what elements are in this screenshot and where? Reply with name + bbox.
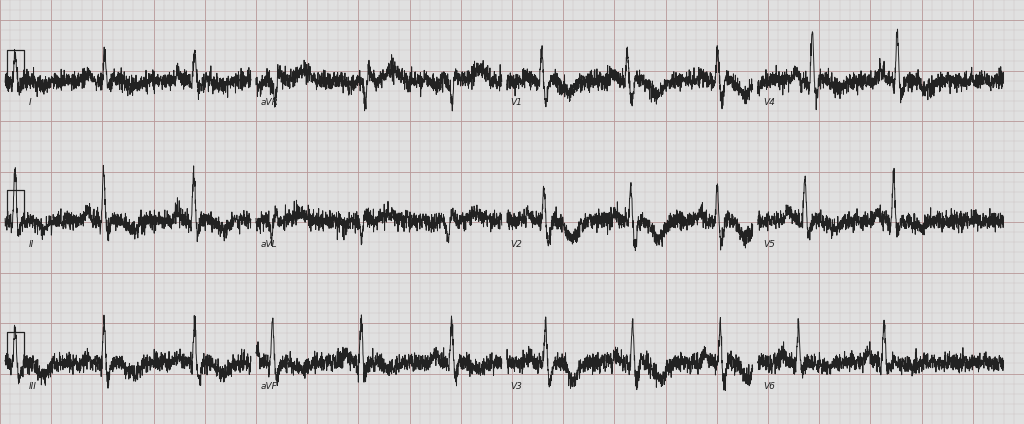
Text: V2: V2: [510, 240, 522, 248]
Text: V6: V6: [763, 382, 775, 391]
Text: aVF: aVF: [261, 382, 278, 391]
Text: V5: V5: [763, 240, 775, 248]
Text: V4: V4: [763, 98, 775, 106]
Text: V3: V3: [510, 382, 522, 391]
Text: I: I: [29, 98, 32, 106]
Text: V1: V1: [510, 98, 522, 106]
Text: II: II: [29, 240, 34, 248]
Text: III: III: [29, 382, 37, 391]
Text: aVR: aVR: [261, 98, 279, 106]
Text: aVL: aVL: [261, 240, 278, 248]
